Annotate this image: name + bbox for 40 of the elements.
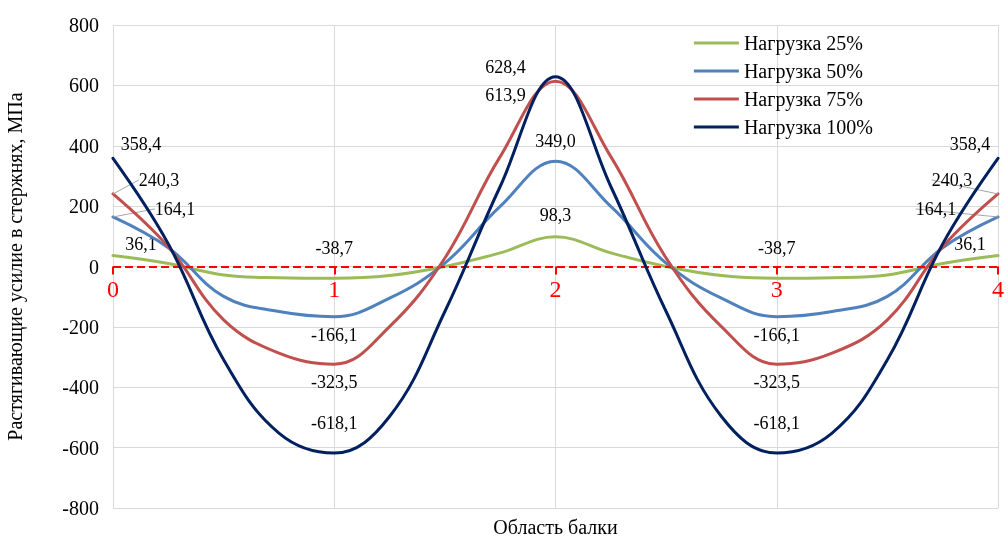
- y-tick-label: 200: [69, 195, 99, 218]
- data-label: -323,5: [753, 372, 800, 393]
- data-label: -618,1: [753, 413, 800, 434]
- data-label: 240,3: [138, 169, 180, 190]
- y-tick-label: 400: [69, 134, 99, 157]
- data-label: 349,0: [535, 131, 576, 152]
- data-label: -166,1: [753, 324, 800, 345]
- data-label: -618,1: [311, 413, 358, 434]
- y-axis-title: Растягивающие усилие в стержнях, МПа: [4, 92, 27, 441]
- data-label: 613,9: [485, 85, 526, 106]
- legend-label: Нагрузка 75%: [743, 88, 864, 111]
- x-tick-label: 1: [328, 275, 341, 302]
- y-tick-label: -400: [62, 376, 99, 399]
- x-tick-label: 4: [992, 275, 1004, 302]
- legend-label: Нагрузка 25%: [743, 32, 864, 55]
- data-label: -166,1: [311, 324, 358, 345]
- data-label: -38,7: [758, 238, 796, 259]
- data-label: 240,3: [931, 169, 973, 190]
- data-label: -38,7: [315, 238, 353, 259]
- x-axis-title: Область балки: [493, 515, 618, 538]
- data-label: 358,4: [120, 134, 162, 155]
- line-series: [111, 235, 1000, 280]
- y-tick-label: -600: [62, 436, 99, 459]
- y-tick-label: 0: [89, 255, 99, 278]
- data-label: 164,1: [915, 198, 957, 219]
- data-label: 358,4: [949, 134, 991, 155]
- y-tick-label: 800: [69, 14, 99, 36]
- legend-label: Нагрузка 50%: [743, 60, 864, 83]
- data-label: 628,4: [485, 56, 526, 77]
- y-tick-label: -200: [62, 315, 99, 338]
- data-label: 98,3: [539, 204, 572, 225]
- x-tick-label: 2: [549, 275, 562, 302]
- legend-label: Нагрузка 100%: [743, 116, 874, 139]
- x-tick-label: 3: [770, 275, 783, 302]
- y-tick-label: -800: [62, 497, 99, 519]
- data-label: 36,1: [125, 233, 157, 254]
- data-label: -323,5: [311, 372, 358, 393]
- x-tick-label: 0: [107, 275, 119, 302]
- data-label: 164,1: [154, 198, 196, 219]
- y-tick-label: 600: [69, 74, 99, 97]
